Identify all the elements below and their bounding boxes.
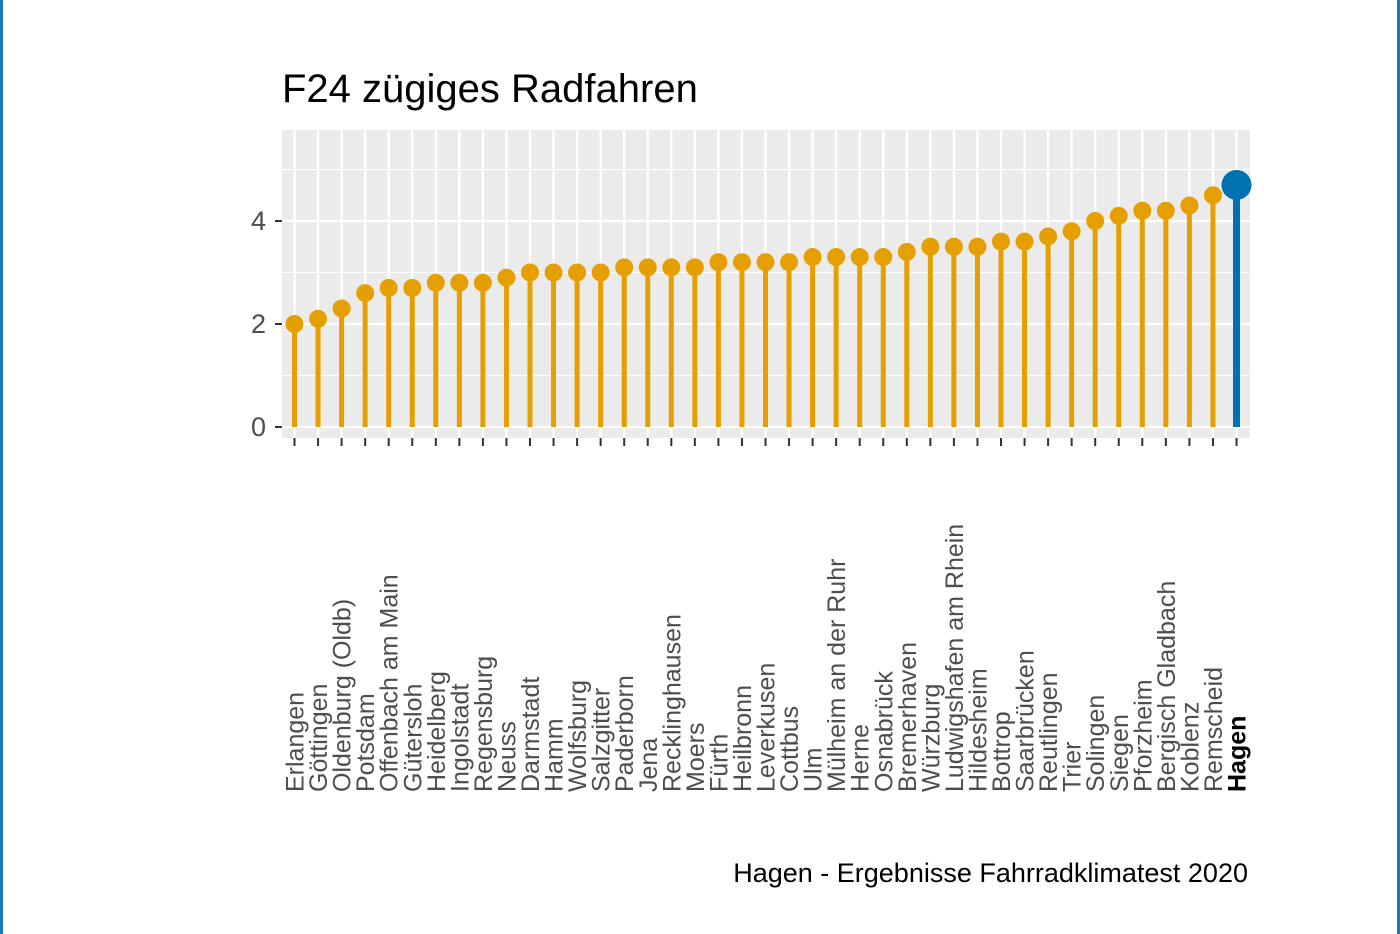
lollipop-point — [803, 248, 822, 267]
lollipop-point — [1180, 196, 1199, 215]
x-tick-label: Koblenz — [1176, 702, 1204, 792]
lollipop-point — [968, 237, 987, 256]
x-tick-label: Bremerhaven — [894, 642, 922, 792]
lollipop-point — [921, 237, 940, 256]
lollipop-point — [568, 263, 587, 282]
lollipop-point — [780, 253, 799, 272]
x-tick-label: Hamm — [541, 718, 569, 792]
lollipop-point — [709, 253, 728, 272]
lollipop-point — [1203, 186, 1222, 205]
x-tick-label: Göttingen — [305, 684, 333, 792]
y-tick-label: 2 — [251, 309, 266, 339]
lollipop-point — [403, 278, 422, 297]
chart-caption: Hagen - Ergebnisse Fahrradklimatest 2020 — [733, 858, 1248, 888]
x-tick-label: Cottbus — [776, 706, 804, 792]
x-tick-label: Oldenburg (Oldb) — [329, 599, 357, 792]
lollipop-point — [662, 258, 681, 277]
lollipop-point — [1039, 227, 1058, 246]
lollipop-point — [732, 253, 751, 272]
x-tick-label: Leverkusen — [753, 663, 781, 792]
x-tick-label: Neuss — [493, 721, 521, 792]
lollipop-point — [827, 248, 846, 267]
x-tick-label: Pforzheim — [1129, 679, 1157, 792]
lollipop-point — [1015, 232, 1034, 251]
lollipop-point — [426, 273, 445, 292]
x-tick-label: Solingen — [1082, 695, 1110, 792]
x-tick-label: Heidelberg — [423, 671, 451, 792]
lollipop-point — [544, 263, 563, 282]
x-tick-label: Potsdam — [352, 693, 380, 792]
x-tick-label: Paderborn — [611, 675, 639, 792]
lollipop-point — [1109, 206, 1128, 225]
lollipop-point — [1221, 169, 1252, 200]
lollipop-point — [497, 268, 516, 287]
lollipop-point — [356, 284, 375, 303]
chart-marks — [285, 169, 1252, 427]
x-tick-label: Ingolstadt — [446, 684, 474, 792]
x-tick-label: Offenbach am Main — [376, 574, 404, 792]
lollipop-point — [379, 278, 398, 297]
lollipop-point — [897, 242, 916, 261]
lollipop-point — [473, 273, 492, 292]
y-tick-label: 4 — [251, 206, 266, 236]
x-tick-label: Ulm — [800, 748, 828, 792]
lollipop-point — [756, 253, 775, 272]
x-tick-label: Remscheid — [1200, 667, 1228, 792]
x-tick-label: Reutlingen — [1035, 672, 1063, 792]
x-tick-label: Jena — [635, 738, 663, 792]
x-tick-label: Ludwigshafen am Rhein — [941, 524, 969, 792]
lollipop-point — [992, 232, 1010, 251]
lollipop-point — [850, 248, 869, 267]
x-tick-label: Darmstadt — [517, 677, 545, 792]
x-tick-label: Bergisch Gladbach — [1153, 581, 1181, 792]
x-tick-label: Trier — [1059, 742, 1087, 792]
x-tick-label: Mülheim an der Ruhr — [823, 559, 851, 792]
x-tick-label: Gütersloh — [399, 684, 427, 792]
y-axis: 0 2 4 — [251, 206, 282, 442]
lollipop-point — [1133, 201, 1152, 220]
lollipop-point — [521, 263, 539, 282]
y-tick-label: 0 — [251, 412, 266, 442]
lollipop-point — [332, 299, 351, 318]
chart-title: F24 zügiges Radfahren — [282, 67, 698, 111]
lollipop-point — [944, 237, 963, 256]
x-tick-label: Erlangen — [282, 692, 310, 792]
x-tick-label: Osnabrück — [870, 671, 898, 792]
x-tick-label: Fürth — [705, 734, 733, 792]
lollipop-point — [591, 263, 610, 282]
lollipop-point — [450, 273, 469, 292]
x-tick-label: Hildesheim — [964, 668, 992, 792]
x-tick-label: Herne — [847, 724, 875, 792]
x-tick-label: Saarbrücken — [1012, 650, 1040, 792]
lollipop-point — [685, 258, 704, 277]
x-tick-label: Regensburg — [470, 656, 498, 792]
x-tick-label: Salzgitter — [588, 688, 616, 792]
lollipop-point — [1156, 201, 1175, 220]
lollipop-point — [1086, 212, 1105, 230]
x-tick-label: Hagen — [1224, 716, 1252, 792]
x-tick-label: Bottrop — [988, 711, 1016, 792]
lollipop-point — [638, 258, 657, 277]
x-tick-label: Recklinghausen — [658, 614, 686, 792]
x-tick-label: Moers — [682, 723, 710, 792]
x-tick-label: Wolfsburg — [564, 680, 592, 792]
lollipop-point — [309, 309, 328, 328]
lollipop-point — [1062, 222, 1081, 241]
x-tick-label: Würzburg — [917, 684, 945, 792]
x-tick-label: Heilbronn — [729, 685, 757, 792]
lollipop-point — [285, 315, 304, 333]
lollipop-point — [874, 248, 893, 267]
lollipop-point — [615, 258, 634, 277]
x-tick-label: Siegen — [1106, 714, 1134, 792]
